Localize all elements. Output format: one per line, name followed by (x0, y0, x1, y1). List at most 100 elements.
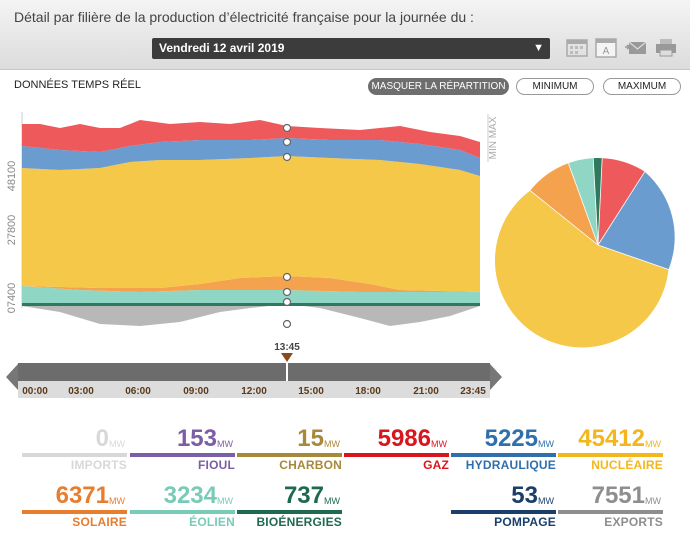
page-title: Détail par filière de la production d’él… (14, 9, 474, 25)
tile-value: 7551 (591, 482, 645, 509)
hide-split-button[interactable]: MASQUER LA RÉPARTITION (368, 78, 509, 95)
timeline-tick: 12:00 (241, 386, 267, 397)
tile-unit: MW (217, 439, 233, 449)
timeline-tick: 15:00 (298, 386, 324, 397)
tile-bar (344, 453, 449, 457)
tile-bioenergies[interactable]: 737 MW BIOÉNERGIES (237, 479, 342, 529)
tile-unit: MW (538, 439, 554, 449)
calendar-day-icon[interactable]: A (594, 36, 618, 58)
calendar-icon[interactable] (565, 36, 589, 58)
tile-value: 3234 (163, 482, 217, 509)
minimum-button[interactable]: MINIMUM (516, 78, 594, 95)
hydraulique-area (22, 138, 480, 176)
gaz-area (22, 120, 480, 158)
timeline-left-arrow[interactable] (6, 364, 18, 390)
svg-text:A: A (603, 46, 610, 57)
timeline-ticks-bg (18, 381, 490, 398)
bio-area (22, 303, 480, 306)
realtime-label: DONNÉES TEMPS RÉEL (14, 79, 141, 91)
timeline-tick: 09:00 (183, 386, 209, 397)
toolbar: DONNÉES TEMPS RÉEL (0, 71, 690, 101)
timeline-tick: 06:00 (125, 386, 151, 397)
tile-value: 15 (297, 425, 324, 452)
timeline-tick: 00:00 (22, 386, 48, 397)
tile-value: 737 (283, 482, 324, 509)
y-tick-label: 07400 (6, 283, 18, 314)
tile-value: 6371 (55, 482, 109, 509)
tile-eolien[interactable]: 3234 MW ÉOLIEN (130, 479, 235, 529)
tile-value: 53 (511, 482, 538, 509)
tile-name: ÉOLIEN (189, 515, 235, 529)
nucleaire-area (22, 156, 480, 292)
tile-value: 5986 (377, 425, 431, 452)
tile-unit: MW (217, 496, 233, 506)
pie-chart (494, 157, 675, 348)
tile-value: 5225 (484, 425, 538, 452)
tile-bar (451, 510, 556, 514)
tile-gaz[interactable]: 5986 MW GAZ (344, 422, 449, 472)
tile-pompage[interactable]: 53 MW POMPAGE (451, 479, 556, 529)
tile-value: 153 (176, 425, 217, 452)
tile-bar (22, 453, 127, 457)
tile-exports[interactable]: 7551 MW EXPORTS (558, 479, 663, 529)
header: Détail par filière de la production d’él… (0, 0, 690, 70)
tile-imports[interactable]: 0 MW IMPORTS (22, 422, 127, 472)
tile-unit: MW (645, 496, 661, 506)
pie-slice-eolien (568, 158, 598, 245)
min-max-label: MIN MAX (488, 116, 499, 159)
production-chart: 07400 27800 48100 MIN MAX (6, 112, 675, 348)
tile-charbon[interactable]: 15 MW CHARBON (237, 422, 342, 472)
tile-name: FIOUL (198, 458, 235, 472)
chevron-down-icon: ▼ (533, 42, 544, 54)
mail-icon[interactable] (624, 36, 648, 58)
tile-bar (558, 453, 663, 457)
tile-value: 0 (95, 425, 109, 452)
print-icon[interactable] (654, 36, 678, 58)
cursor-handle[interactable] (281, 353, 293, 362)
pie-slice-solaire (530, 163, 598, 245)
tile-value: 45412 (578, 425, 645, 452)
y-tick-label: 27800 (6, 215, 18, 246)
timeline-right-arrow[interactable] (490, 364, 502, 390)
cursor-time: 13:45 (274, 342, 300, 353)
tile-name: EXPORTS (604, 515, 663, 529)
pie-slice-hydraulique (598, 171, 675, 270)
timeline-tick: 21:00 (413, 386, 439, 397)
tile-unit: MW (109, 496, 125, 506)
tile-name: GAZ (423, 458, 449, 472)
y-tick-label: 48100 (6, 161, 18, 192)
tile-fioul[interactable]: 153 MW FIOUL (130, 422, 235, 472)
cursor-markers (282, 123, 292, 329)
timeline-tick: 18:00 (355, 386, 381, 397)
tile-name: HYDRAULIQUE (465, 458, 556, 472)
tile-unit: MW (324, 439, 340, 449)
tile-solaire[interactable]: 6371 MW SOLAIRE (22, 479, 127, 529)
tile-name: IMPORTS (70, 458, 127, 472)
tile-unit: MW (324, 496, 340, 506)
pie-slice-gaz (598, 158, 645, 245)
tile-bar (22, 510, 127, 514)
eolien-area (22, 286, 480, 303)
tile-hydraulique[interactable]: 5225 MW HYDRAULIQUE (451, 422, 556, 472)
date-select[interactable]: Vendredi 12 avril 2019 ▼ (152, 38, 550, 59)
tile-bar (237, 510, 342, 514)
tile-name: NUCLÉAIRE (591, 458, 663, 472)
tile-bar (130, 453, 235, 457)
tile-bar (558, 510, 663, 514)
tile-bar (451, 453, 556, 457)
timeline-slider[interactable]: 13:45 00:00 03:00 06:00 09:00 12:00 15:0… (6, 340, 502, 402)
timeline-tick: 03:00 (68, 386, 94, 397)
exports-area (22, 304, 480, 326)
tile-name: BIOÉNERGIES (256, 515, 342, 529)
pie-slice-bio (593, 157, 603, 245)
tile-bar (130, 510, 235, 514)
tile-name: POMPAGE (494, 515, 556, 529)
tile-nucleaire[interactable]: 45412 MW NUCLÉAIRE (558, 422, 663, 472)
timeline-track-top (18, 363, 490, 381)
date-value: Vendredi 12 avril 2019 (159, 41, 285, 55)
tile-name: SOLAIRE (72, 515, 127, 529)
tile-unit: MW (645, 439, 661, 449)
tile-unit: MW (538, 496, 554, 506)
maximum-button[interactable]: MAXIMUM (603, 78, 681, 95)
tile-unit: MW (431, 439, 447, 449)
